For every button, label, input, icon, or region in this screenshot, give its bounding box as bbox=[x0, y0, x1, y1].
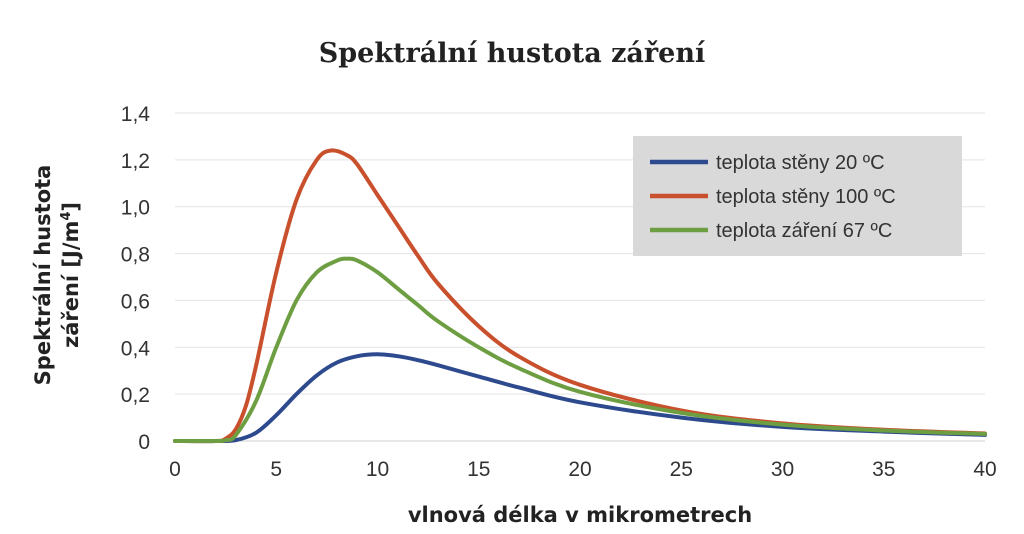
x-tick-label: 30 bbox=[771, 458, 794, 481]
x-axis-label: vlnová délka v mikrometrech bbox=[408, 503, 752, 527]
x-tick-label: 40 bbox=[973, 458, 996, 481]
y-axis-label-end: ] bbox=[59, 202, 83, 212]
legend-label-wall-100c: teplota stěny 100 ºC bbox=[716, 186, 896, 208]
svg-text:záření [J/m4]: záření [J/m4] bbox=[59, 202, 83, 348]
x-tick-label: 0 bbox=[169, 458, 181, 481]
y-tick-label: 0 bbox=[138, 431, 150, 454]
y-tick-label: 0,4 bbox=[121, 337, 151, 360]
x-tick-label: 35 bbox=[872, 458, 895, 481]
legend-label-radiation-67c: teplota záření 67 ºC bbox=[716, 220, 892, 242]
y-tick-label: 0,8 bbox=[121, 244, 150, 267]
chart-title: Spektrální hustota záření bbox=[319, 38, 706, 69]
y-tick-label: 1,4 bbox=[121, 103, 151, 126]
x-tick-label: 10 bbox=[366, 458, 389, 481]
legend: teplota stěny 20 ºC teplota stěny 100 ºC t… bbox=[633, 136, 962, 256]
legend-label-wall-20c: teplota stěny 20 ºC bbox=[716, 152, 885, 174]
y-tick-label: 0,2 bbox=[121, 384, 150, 407]
y-tick-label: 1,0 bbox=[121, 197, 150, 220]
y-tick-label: 1,2 bbox=[121, 150, 150, 173]
x-tick-labels: 0 5 10 15 20 25 30 35 40 bbox=[169, 458, 997, 481]
series-line-wall-100c bbox=[173, 148, 987, 444]
series-line-wall-20c bbox=[173, 352, 987, 444]
y-axis-label-superscript: 4 bbox=[59, 212, 74, 221]
x-tick-label: 5 bbox=[270, 458, 282, 481]
x-tick-label: 20 bbox=[568, 458, 591, 481]
series-lines bbox=[173, 148, 987, 444]
y-tick-labels: 0 0,2 0,4 0,6 0,8 1,0 1,2 1,4 bbox=[121, 103, 151, 454]
y-axis-label-line1: Spektrální hustota bbox=[31, 165, 55, 386]
y-axis-label: Spektrální hustota záření [J/m4] bbox=[31, 165, 83, 386]
x-tick-label: 25 bbox=[670, 458, 693, 481]
svg-text:Spektrální hustota: Spektrální hustota bbox=[31, 165, 55, 386]
grid-lines bbox=[175, 112, 985, 395]
y-axis-label-line2: záření [J/m bbox=[59, 221, 83, 348]
series-line-radiation-67c bbox=[173, 256, 987, 444]
x-tick-label: 15 bbox=[467, 458, 490, 481]
y-tick-label: 0,6 bbox=[121, 290, 150, 313]
